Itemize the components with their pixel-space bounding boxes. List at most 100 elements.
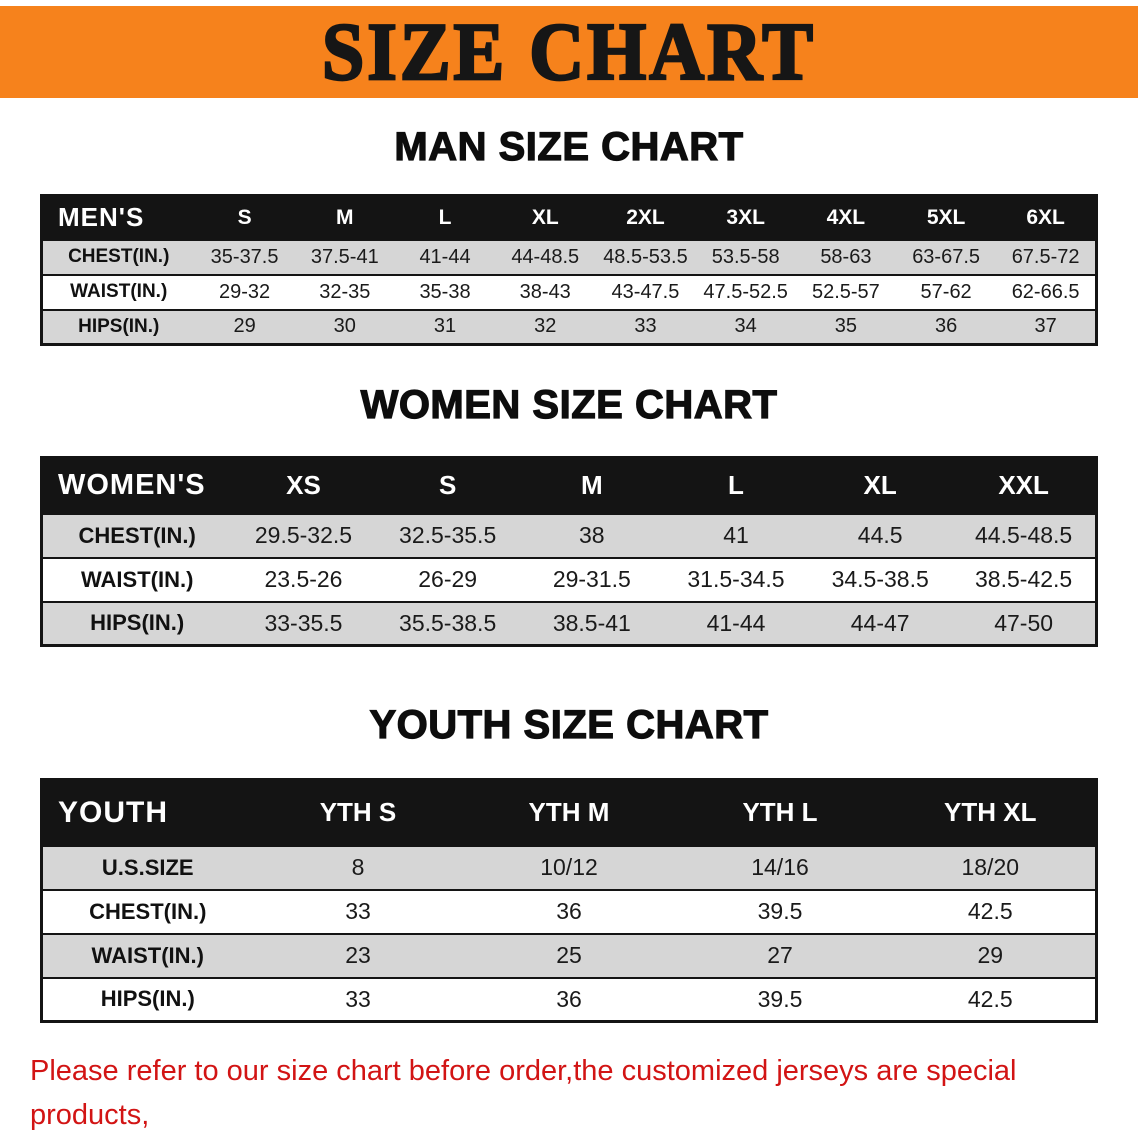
value-cell: 35-38 [419,280,471,303]
value-cell: 37 [1034,315,1057,338]
table-corner-label: MEN'S [41,195,195,240]
value-cell: 41-44 [419,245,471,268]
value-cell: 35-37.5 [210,245,279,268]
value-cell: 10/12 [540,854,598,880]
value-cell: 31 [433,315,457,338]
row-label: HIPS(IN.) [78,315,160,337]
value-cell: 37.5-41 [310,245,379,268]
footer-notice: Please refer to our size chart before or… [30,1049,1108,1132]
youth-size-table: YOUTH YTH S YTH M YTH L YTH XL U.S.SIZE 8 10/12… [40,778,1098,1023]
value-cell: 32 [534,315,557,338]
men-size-table: MEN'S S M L XL 2XL 3XL 4XL 5XL 6XL CHEST(IN.) 35-37… [40,194,1098,346]
measurement-row: HIPS(IN.) 33 36 39.5 42.5 [41,977,1097,1022]
value-cell: 33-35.5 [264,609,343,636]
measurement-row: HIPS(IN.) 33-35.5 35.5-38.5 38.5-41 41-44 44-… [41,601,1097,646]
measurement-row: HIPS(IN.) 29 30 31 32 33 34 35 36 37 [41,309,1097,345]
measurement-row: WAIST(IN.) 29-32 32-35 35-38 38-43 43-47.5 47.… [41,274,1097,310]
value-cell: 39.5 [757,898,803,924]
value-cell: 23 [345,942,371,968]
size-column-header: S [194,195,295,240]
row-label: U.S.SIZE [101,854,194,880]
size-column-header: L [394,195,496,240]
value-cell: 30 [333,315,356,338]
value-cell: 53.5-58 [711,245,780,268]
banner: SIZE CHART [0,5,1138,98]
row-label: WAIST(IN.) [91,942,204,968]
women-size-table: WOMEN'S XS S M L XL XXL CHEST(IN.) 29.5-32.5 32.5… [40,456,1098,647]
notice-line-1: Please refer to our size chart before or… [30,1055,1017,1131]
value-cell: 44.5-48.5 [975,522,1073,548]
table-corner-label: WOMEN'S [41,457,232,514]
size-column-header: XXL [952,457,1097,514]
value-cell: 25 [556,942,582,968]
value-cell: 8 [351,854,365,880]
value-cell: 29-31.5 [552,566,631,592]
value-cell: 35 [834,315,858,338]
value-cell: 33 [345,985,371,1012]
value-cell: 42.5 [967,985,1013,1012]
value-cell: 57-62 [920,280,972,303]
women-section: WOMEN SIZE CHART WOMEN'S XS S M L XL XXL CHEST(… [0,382,1138,647]
measurement-row: WAIST(IN.) 23.5-26 26-29 29-31.5 31.5-34.5 34… [41,557,1097,602]
size-column-header: 2XL [595,195,696,240]
value-cell: 32-35 [319,280,371,303]
size-column-header: YTH M [463,779,675,846]
value-cell: 38.5-41 [552,609,631,636]
size-column-header: M [519,457,664,514]
value-cell: 41-44 [706,609,766,636]
value-cell: 29 [977,942,1004,968]
measurement-row: CHEST(IN.) 29.5-32.5 32.5-35.5 38 41 44.5 44.5… [41,513,1097,558]
value-cell: 38 [579,522,605,548]
value-cell: 33 [634,315,657,338]
value-cell: 62-66.5 [1011,280,1080,303]
value-cell: 41 [723,522,749,548]
value-cell: 43-47.5 [611,280,680,303]
value-cell: 47.5-52.5 [703,280,788,303]
measurement-row: CHEST(IN.) 35-37.5 37.5-41 41-44 44-48.5 48.5… [41,239,1097,275]
value-cell: 44-47 [850,609,910,636]
youth-section-heading: YOUTH SIZE CHART [369,702,769,747]
table-corner-label: YOUTH [41,779,253,846]
men-section-heading: MAN SIZE CHART [394,124,744,169]
value-cell: 67.5-72 [1011,245,1080,268]
value-cell: 42.5 [967,898,1013,924]
value-cell: 29 [233,315,256,338]
size-column-header: YTH XL [885,779,1097,846]
size-column-header: XL [808,457,953,514]
value-cell: 26-29 [418,566,478,592]
value-cell: 47-50 [994,609,1054,636]
value-cell: 44.5 [857,522,903,548]
value-cell: 32.5-35.5 [399,522,497,548]
value-cell: 29.5-32.5 [254,522,353,548]
table-header-row: MEN'S S M L XL 2XL 3XL 4XL 5XL 6XL [41,195,1097,240]
measurement-row: WAIST(IN.) 23 25 27 29 [41,933,1097,978]
row-label: CHEST(IN.) [68,246,170,267]
value-cell: 36 [934,315,958,338]
women-section-heading: WOMEN SIZE CHART [360,382,778,427]
value-cell: 38-43 [519,280,571,303]
size-column-header: YTH S [252,779,464,846]
row-label: CHEST(IN.) [78,522,196,548]
value-cell: 29-32 [219,280,271,303]
measurement-row: U.S.SIZE 8 10/12 14/16 18/20 [41,845,1097,890]
size-column-header: 5XL [896,195,997,240]
size-chart-page: SIZE CHART MAN SIZE CHART MEN'S S M L XL 2XL 3… [0,5,1138,1132]
size-column-header: L [663,457,809,514]
youth-section: YOUTH SIZE CHART YOUTH YTH S YTH M YTH L YTH… [0,702,1138,1023]
row-label: HIPS(IN.) [100,986,195,1012]
value-cell: 48.5-53.5 [603,245,688,268]
value-cell: 33 [345,898,371,924]
size-column-header: 3XL [695,195,796,240]
size-column-header: 6XL [996,195,1097,240]
value-cell: 52.5-57 [811,280,880,303]
table-header-row: YOUTH YTH S YTH M YTH L YTH XL [41,779,1097,846]
row-label: WAIST(IN.) [70,281,168,302]
value-cell: 18/20 [961,854,1020,880]
row-label: WAIST(IN.) [80,566,194,592]
value-cell: 63-67.5 [912,245,981,268]
value-cell: 34.5-38.5 [831,566,929,592]
value-cell: 35.5-38.5 [399,609,497,636]
value-cell: 44-48.5 [511,245,580,268]
size-column-header: XL [495,195,596,240]
value-cell: 14/16 [751,854,809,880]
